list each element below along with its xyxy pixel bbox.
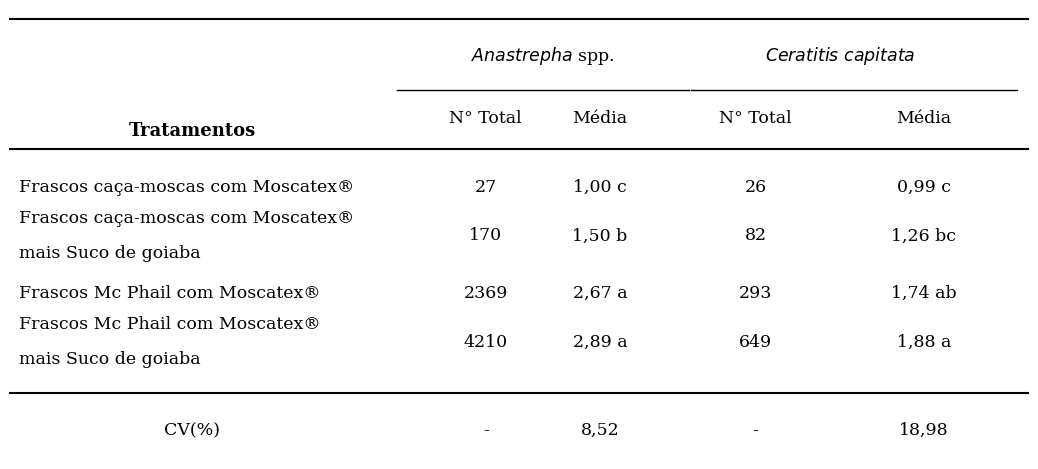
Text: mais Suco de goiaba: mais Suco de goiaba bbox=[19, 351, 200, 368]
Text: Tratamentos: Tratamentos bbox=[129, 122, 255, 140]
Text: $\mathit{Anastrepha}$ spp.: $\mathit{Anastrepha}$ spp. bbox=[471, 45, 614, 67]
Text: 170: 170 bbox=[469, 227, 502, 244]
Text: -: - bbox=[753, 422, 759, 439]
Text: $\mathit{Ceratitis\ capitata}$: $\mathit{Ceratitis\ capitata}$ bbox=[765, 45, 914, 67]
Text: Média: Média bbox=[572, 110, 628, 127]
Text: 293: 293 bbox=[739, 285, 772, 302]
Text: 1,50 b: 1,50 b bbox=[572, 227, 628, 244]
Text: 2369: 2369 bbox=[464, 285, 508, 302]
Text: N° Total: N° Total bbox=[449, 110, 522, 127]
Text: 649: 649 bbox=[739, 334, 772, 351]
Text: Média: Média bbox=[896, 110, 952, 127]
Text: 1,26 bc: 1,26 bc bbox=[892, 227, 956, 244]
Text: N° Total: N° Total bbox=[719, 110, 792, 127]
Text: 18,98: 18,98 bbox=[899, 422, 949, 439]
Text: 0,99 c: 0,99 c bbox=[897, 179, 951, 196]
Text: Frascos Mc Phail com Moscatex®: Frascos Mc Phail com Moscatex® bbox=[19, 316, 321, 333]
Text: 27: 27 bbox=[474, 179, 497, 196]
Text: Frascos caça-moscas com Moscatex®: Frascos caça-moscas com Moscatex® bbox=[19, 210, 354, 227]
Text: Frascos caça-moscas com Moscatex®: Frascos caça-moscas com Moscatex® bbox=[19, 179, 354, 196]
Text: 4210: 4210 bbox=[464, 334, 508, 351]
Text: 2,67 a: 2,67 a bbox=[573, 285, 627, 302]
Text: 2,89 a: 2,89 a bbox=[573, 334, 627, 351]
Text: 26: 26 bbox=[744, 179, 767, 196]
Text: mais Suco de goiaba: mais Suco de goiaba bbox=[19, 245, 200, 262]
Text: Frascos Mc Phail com Moscatex®: Frascos Mc Phail com Moscatex® bbox=[19, 285, 321, 302]
Text: 1,88 a: 1,88 a bbox=[897, 334, 951, 351]
Text: 8,52: 8,52 bbox=[580, 422, 620, 439]
Text: 82: 82 bbox=[744, 227, 767, 244]
Text: -: - bbox=[483, 422, 489, 439]
Text: 1,00 c: 1,00 c bbox=[573, 179, 627, 196]
Text: 1,74 ab: 1,74 ab bbox=[891, 285, 957, 302]
Text: CV(%): CV(%) bbox=[164, 422, 220, 439]
